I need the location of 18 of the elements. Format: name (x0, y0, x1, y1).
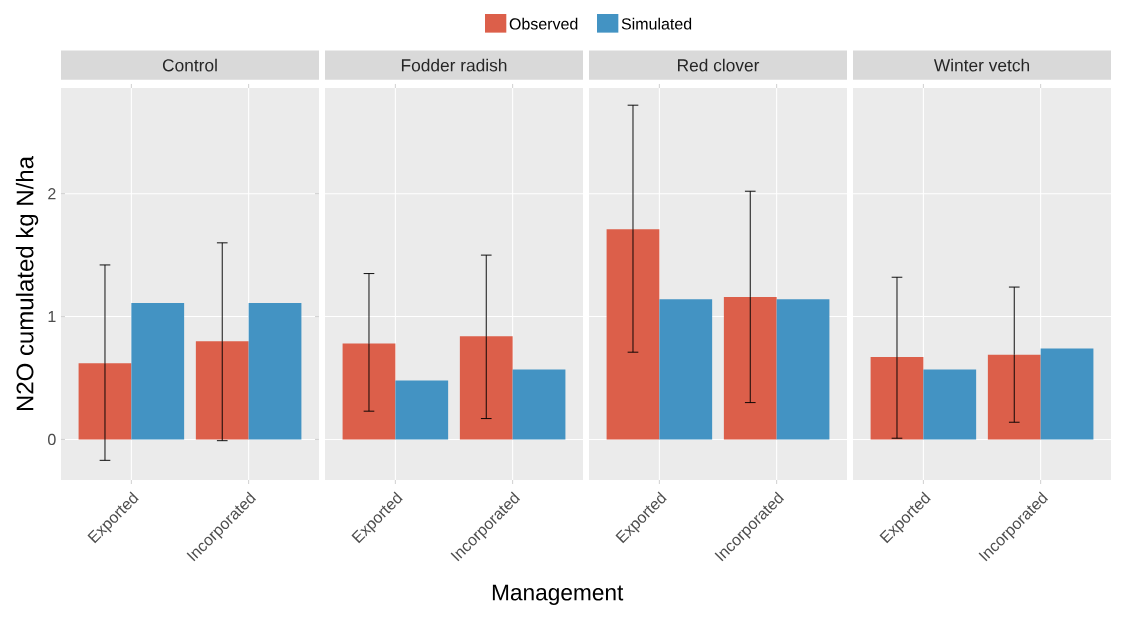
legend-label: Observed (509, 17, 578, 30)
bar (248, 303, 302, 440)
chart-title: Fodder radish (401, 58, 507, 72)
chart-title: Red clover (678, 58, 760, 72)
y-tick-label: 2 (48, 188, 56, 200)
bar (78, 363, 132, 440)
legend-label: Simulated (621, 17, 692, 30)
bar (512, 369, 566, 440)
bar (923, 369, 977, 440)
x-axis-title: Management (492, 584, 624, 605)
chart-title: Control (162, 58, 217, 72)
y-tick-label: 0 (48, 433, 56, 446)
bar (395, 380, 449, 440)
chart-title: Winter vetch (933, 58, 1030, 72)
y-axis-title: N2O cumulated kg N/ha (15, 155, 39, 411)
y-tick-label: 1 (48, 311, 56, 323)
bar (1040, 348, 1094, 440)
bar (131, 303, 185, 440)
